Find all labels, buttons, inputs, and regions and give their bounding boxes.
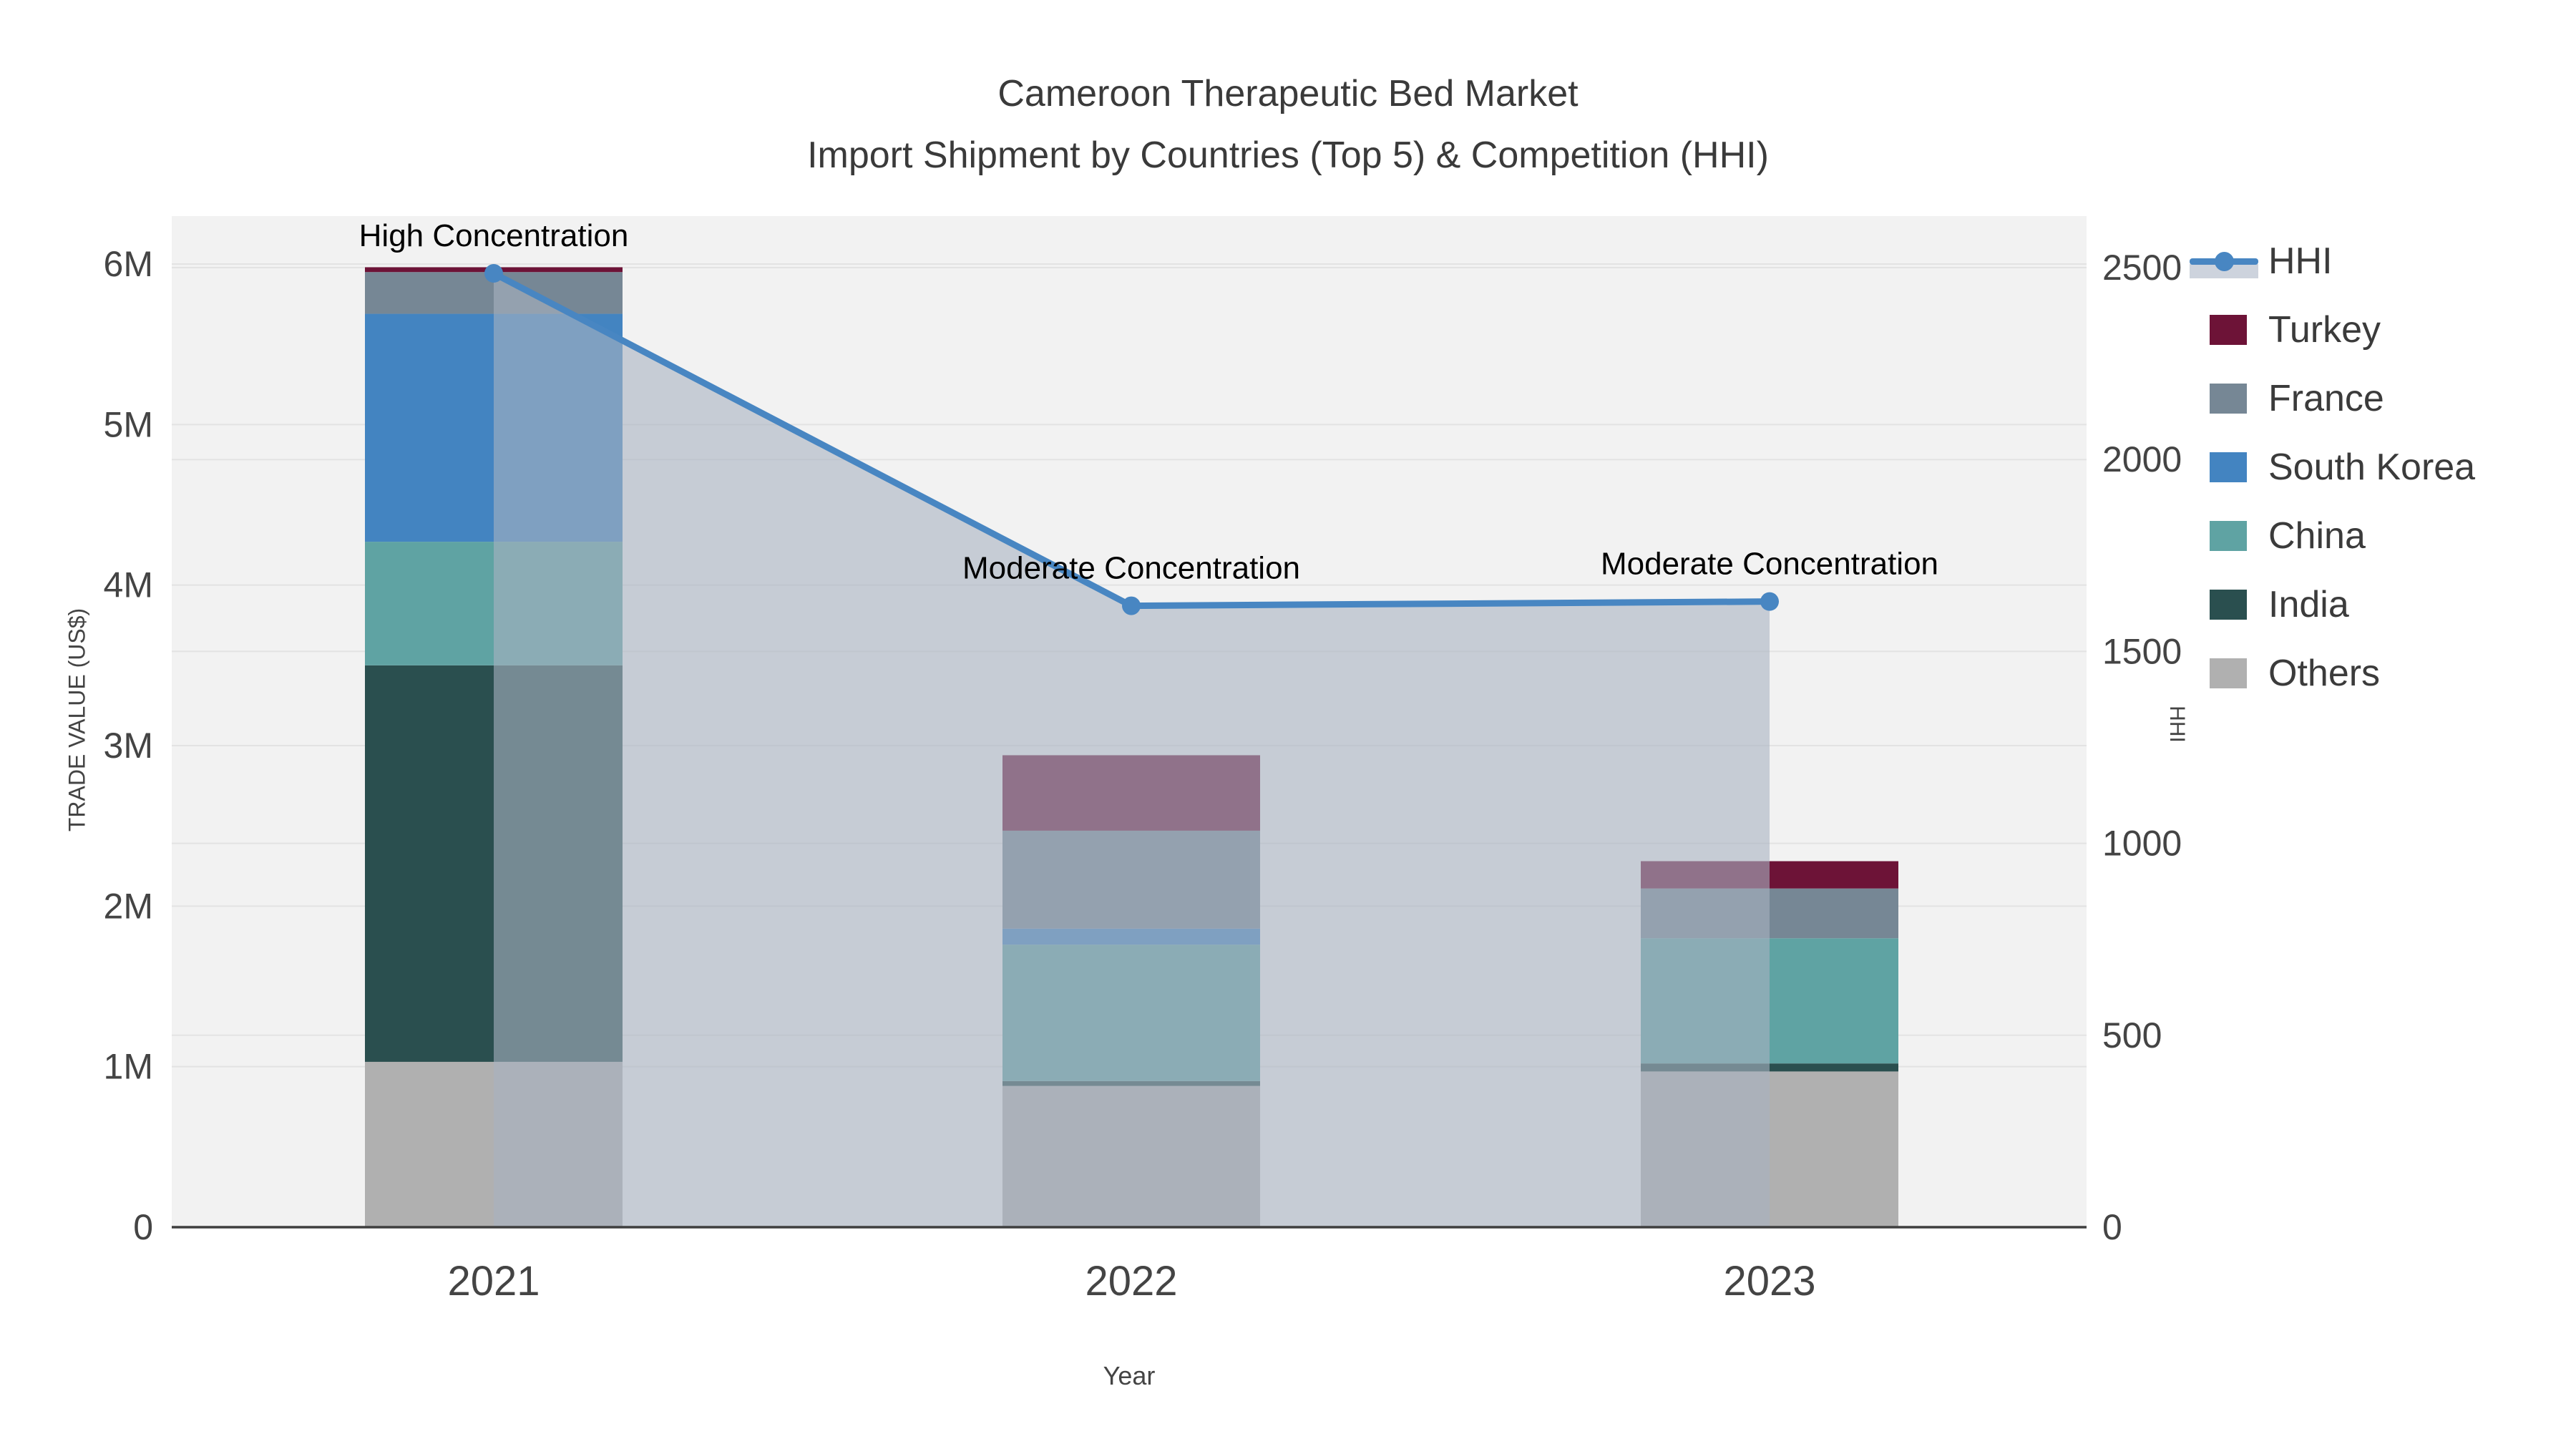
legend-label: France <box>2268 378 2384 419</box>
legend-label: Others <box>2268 653 2381 694</box>
y-left-tick-label: 3M <box>104 726 153 766</box>
legend-item-india[interactable]: India <box>2182 570 2569 639</box>
legend-label: China <box>2268 515 2366 557</box>
y-right-tick-label: 500 <box>2102 1015 2162 1055</box>
y-right-tick-label: 1500 <box>2102 631 2182 671</box>
legend-label: Turkey <box>2268 309 2381 351</box>
annotation-2023: Moderate Concentration <box>1601 547 1938 582</box>
y-left-tick-label: 2M <box>104 886 153 926</box>
legend-item-others[interactable]: Others <box>2182 639 2569 708</box>
hhi-marker-2021[interactable] <box>484 264 503 283</box>
y-left-tick-label: 4M <box>104 565 153 605</box>
legend-label: India <box>2268 584 2349 625</box>
hhi-marker-2023[interactable] <box>1760 592 1779 611</box>
legend-item-turkey[interactable]: Turkey <box>2182 296 2569 364</box>
y-left-tick-label: 1M <box>104 1047 153 1087</box>
color-swatch-icon <box>2210 315 2247 345</box>
legend-swatch-icon <box>2182 446 2261 489</box>
legend-label: HHI <box>2268 240 2333 282</box>
legend-swatch-icon <box>2182 652 2261 695</box>
chart-title: Cameroon Therapeutic Bed Market <box>997 73 1579 114</box>
y-right-tick-label: 2000 <box>2102 439 2182 479</box>
color-swatch-icon <box>2210 658 2247 688</box>
chart-subtitle: Import Shipment by Countries (Top 5) & C… <box>807 135 1769 176</box>
hhi-area-swatch-icon <box>2190 264 2258 278</box>
x-tick-label-2023: 2023 <box>1723 1258 1815 1304</box>
hhi-area-fill <box>494 273 1770 1227</box>
y-left-tick-label: 6M <box>104 244 153 284</box>
hhi-marker-2022[interactable] <box>1122 596 1141 615</box>
color-swatch-icon <box>2210 384 2247 414</box>
x-tick-label-2022: 2022 <box>1085 1258 1177 1304</box>
legend-item-france[interactable]: France <box>2182 364 2569 433</box>
legend-item-south-korea[interactable]: South Korea <box>2182 433 2569 502</box>
chart-title-block: Cameroon Therapeutic Bed Market Import S… <box>0 63 2576 186</box>
legend-swatch-icon <box>2182 514 2261 557</box>
annotation-2022: Moderate Concentration <box>962 551 1300 586</box>
y-left-tick-label: 0 <box>133 1207 153 1247</box>
y-right-tick-label: 2500 <box>2102 248 2182 288</box>
annotation-2021: High Concentration <box>359 218 629 253</box>
legend-label: South Korea <box>2268 447 2476 488</box>
y-axis-left-title: TRADE VALUE (US$) <box>64 608 90 832</box>
hhi-marker-icon <box>2215 252 2234 271</box>
legend: HHI Turkey France South Korea China India Othe… <box>2182 227 2569 708</box>
legend-swatch-icon <box>2182 583 2261 626</box>
y-right-tick-label: 0 <box>2102 1207 2122 1247</box>
x-tick-label-2021: 2021 <box>447 1258 540 1304</box>
color-swatch-icon <box>2210 452 2247 482</box>
y-right-tick-label: 1000 <box>2102 824 2182 864</box>
y-axis-right-title: HHI <box>2165 706 2189 743</box>
color-swatch-icon <box>2210 590 2247 620</box>
legend-swatch-icon <box>2182 308 2261 351</box>
legend-swatch-icon <box>2182 377 2261 420</box>
hhi-line-icon <box>2182 240 2261 283</box>
legend-item-hhi[interactable]: HHI <box>2182 227 2569 296</box>
color-swatch-icon <box>2210 521 2247 551</box>
legend-item-china[interactable]: China <box>2182 502 2569 570</box>
y-left-tick-label: 5M <box>104 404 153 444</box>
x-axis-title: Year <box>1103 1361 1156 1390</box>
